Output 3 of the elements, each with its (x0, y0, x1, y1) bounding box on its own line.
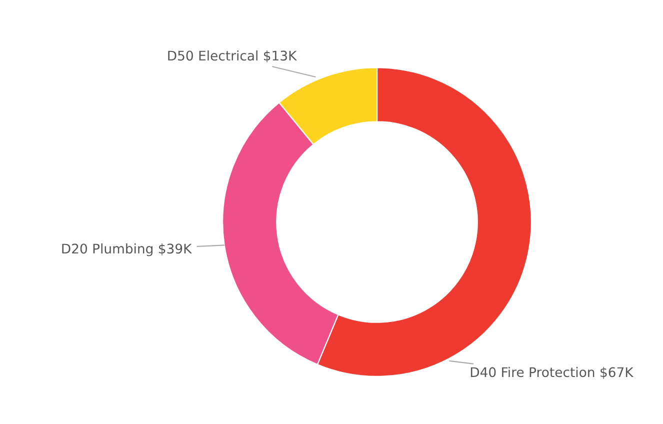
slice-label: D40 Fire Protection $67K (470, 366, 634, 379)
slice-label: D20 Plumbing $39K (62, 243, 192, 256)
slice-label: D50 Electrical $13K (168, 50, 297, 62)
